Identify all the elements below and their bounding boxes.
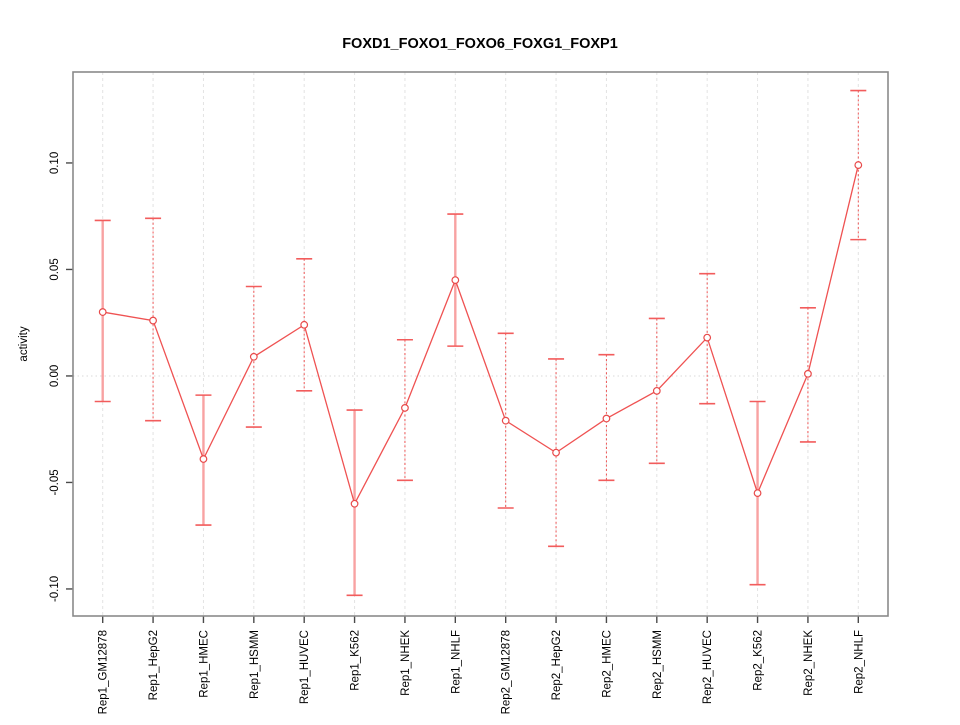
x-tick-label: Rep1_NHLF	[450, 630, 462, 694]
y-tick-label: -0.10	[49, 576, 61, 602]
x-tick-label: Rep1_HUVEC	[299, 630, 311, 704]
x-tick-label: Rep2_HUVEC	[702, 630, 714, 704]
data-point-marker	[249, 352, 258, 361]
x-tick-label: Rep2_HMEC	[601, 630, 613, 698]
data-point-marker	[602, 414, 611, 423]
x-tick-label: Rep2_HepG2	[551, 630, 563, 700]
data-point-marker	[401, 403, 409, 412]
y-axis-label: activity	[18, 326, 30, 361]
data-layer	[94, 89, 867, 597]
x-tick-label: Rep2_GM12878	[501, 630, 513, 714]
data-point-marker	[501, 416, 510, 425]
chart-title: FOXD1_FOXO1_FOXO6_FOXG1_FOXP1	[342, 36, 618, 52]
data-point-marker	[552, 448, 560, 457]
x-tick-label: Rep1_HMEC	[198, 630, 210, 698]
x-tick-label: Rep2_NHLF	[853, 630, 865, 694]
grid-layer	[73, 72, 888, 616]
data-point-marker	[300, 320, 309, 329]
y-tick-label: 0.00	[49, 365, 61, 387]
trend-line	[102, 164, 859, 506]
data-point-marker	[854, 161, 863, 169]
data-point-marker	[451, 276, 460, 285]
data-point-marker	[199, 455, 208, 463]
y-tick-label: -0.05	[49, 469, 61, 495]
data-point-marker	[652, 386, 661, 395]
data-point-marker	[149, 316, 157, 325]
x-tick-label: Rep1_HSMM	[249, 630, 261, 699]
plot-frame	[72, 71, 889, 617]
x-tick-label: Rep1_K562	[350, 630, 362, 691]
y-tick-label: 0.05	[49, 258, 61, 280]
axis-layer: -0.10 -0.05 0.00 0.05 0.10 Rep1_GM12878 Rep1_H…	[49, 152, 865, 715]
x-tick-label: Rep1_GM12878	[98, 630, 110, 714]
data-point-marker	[804, 369, 812, 378]
x-tick-label: Rep1_NHEK	[400, 630, 412, 696]
x-tick-label: Rep2_NHEK	[803, 630, 815, 696]
data-point-marker	[350, 499, 359, 508]
data-point-marker	[98, 308, 107, 316]
x-tick-label: Rep2_HSMM	[652, 630, 664, 699]
data-point-marker	[753, 489, 762, 497]
x-tick-label: Rep1_HepG2	[148, 630, 160, 700]
y-tick-label: 0.10	[49, 152, 61, 174]
data-point-marker	[703, 333, 712, 342]
x-tick-label: Rep2_K562	[753, 630, 765, 691]
